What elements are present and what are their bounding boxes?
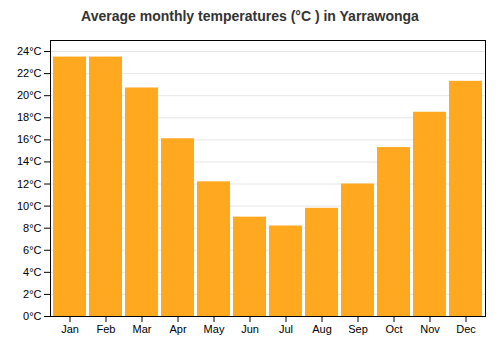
svg-text:8°C: 8°C: [23, 222, 42, 234]
svg-text:Dec: Dec: [456, 323, 476, 335]
svg-text:16°C: 16°C: [17, 133, 42, 145]
svg-text:Aug: Aug: [312, 323, 332, 335]
svg-text:Mar: Mar: [133, 323, 152, 335]
svg-text:Oct: Oct: [385, 323, 402, 335]
svg-text:Jan: Jan: [61, 323, 79, 335]
svg-text:24°C: 24°C: [17, 45, 42, 57]
svg-text:May: May: [204, 323, 225, 335]
svg-text:Jul: Jul: [279, 323, 293, 335]
svg-text:12°C: 12°C: [17, 178, 42, 190]
svg-text:6°C: 6°C: [23, 244, 42, 256]
svg-text:20°C: 20°C: [17, 89, 42, 101]
svg-text:Nov: Nov: [420, 323, 440, 335]
svg-text:Feb: Feb: [97, 323, 116, 335]
svg-text:18°C: 18°C: [17, 111, 42, 123]
svg-text:22°C: 22°C: [17, 67, 42, 79]
svg-text:10°C: 10°C: [17, 200, 42, 212]
svg-text:Sep: Sep: [348, 323, 368, 335]
svg-text:Jun: Jun: [241, 323, 259, 335]
svg-text:14°C: 14°C: [17, 155, 42, 167]
svg-text:0°C: 0°C: [23, 310, 42, 322]
svg-text:Apr: Apr: [169, 323, 186, 335]
html-text:Average monthly temperatures (: Average monthly temperatures (°C ) in Ya…: [81, 8, 419, 24]
svg-text:4°C: 4°C: [23, 266, 42, 278]
svg-text:2°C: 2°C: [23, 288, 42, 300]
